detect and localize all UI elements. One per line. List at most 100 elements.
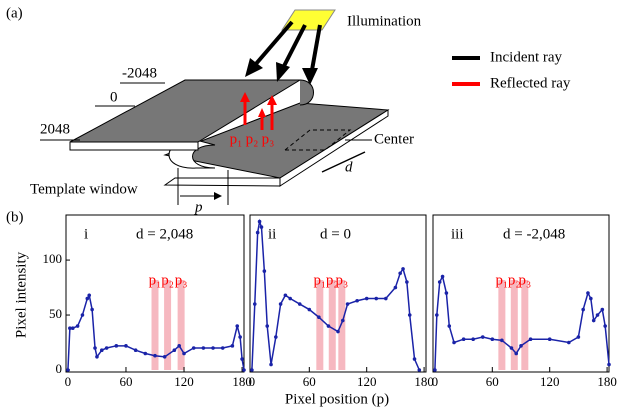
data-point [529, 337, 533, 341]
band [316, 280, 323, 370]
panel-index: ii [268, 226, 276, 242]
data-point [452, 341, 456, 345]
window-label: Template window [30, 181, 138, 197]
data-point [408, 313, 412, 317]
data-point [265, 324, 269, 328]
curl [300, 80, 314, 105]
data-point [279, 302, 283, 306]
data-point [510, 346, 514, 350]
data-point [81, 313, 85, 317]
data-point [235, 324, 239, 328]
data-point [603, 324, 607, 328]
illumination-label: Illumination [347, 13, 422, 29]
data-point [592, 319, 596, 323]
data-point [514, 352, 518, 356]
panel-title: d = 0 [320, 226, 351, 242]
p-arrowhead [214, 192, 222, 200]
data-point [445, 291, 449, 295]
data-point [327, 324, 331, 328]
data-point [144, 352, 148, 356]
data-point [567, 341, 571, 345]
data-point [491, 337, 495, 341]
x-tick-label: 60 [486, 374, 499, 389]
panel-title: d = -2,048 [503, 226, 565, 242]
data-point [596, 313, 600, 317]
point-label: p₁ [230, 131, 243, 147]
x-tick-label: 120 [174, 374, 194, 389]
top-edge [70, 142, 198, 150]
x-tick-label: 120 [357, 374, 377, 389]
data-point [250, 368, 254, 372]
data-point [100, 348, 104, 352]
band [498, 280, 505, 370]
data-point [435, 313, 439, 317]
data-point [317, 315, 321, 319]
data-point [85, 297, 89, 301]
scale-label: 0 [110, 89, 118, 105]
x-tick-label: 120 [540, 374, 560, 389]
band-label: p₁ [149, 272, 162, 288]
y-tick-label: 100 [43, 251, 63, 266]
band-label: p₂ [161, 272, 174, 288]
data-point [581, 308, 585, 312]
data-point [405, 280, 409, 284]
data-point [263, 269, 267, 273]
data-point [418, 368, 422, 372]
data-point [519, 344, 523, 348]
band-label: p₁ [313, 272, 326, 288]
data-point [124, 344, 128, 348]
data-point [284, 293, 288, 297]
panel-title: d = 2,048 [136, 226, 193, 242]
data-point [260, 225, 264, 229]
scale-label: 2048 [40, 121, 70, 137]
data-point [202, 346, 206, 350]
band-label: p₃ [518, 272, 531, 288]
data-point [221, 346, 225, 350]
panel-label: (a) [6, 5, 23, 21]
data-point [548, 337, 552, 341]
data-point [192, 346, 196, 350]
data-point [288, 297, 292, 301]
band-label: p₃ [335, 272, 348, 288]
x-tick-label: 0 [65, 374, 72, 389]
data-point [398, 271, 402, 275]
data-point [173, 348, 177, 352]
data-point [384, 297, 388, 301]
data-point [95, 355, 99, 359]
data-point [586, 291, 590, 295]
data-point [374, 297, 378, 301]
data-point [308, 308, 312, 312]
x-tick-label: 0 [249, 374, 256, 389]
data-point [242, 368, 246, 372]
bottom-front [165, 178, 280, 186]
data-point [500, 339, 504, 343]
data-point [589, 297, 593, 301]
data-point [240, 357, 244, 361]
data-point [274, 335, 278, 339]
data-point [336, 330, 340, 334]
data-point [177, 344, 181, 348]
data-point [211, 346, 215, 350]
data-point [163, 355, 167, 359]
x-tick-label: 180 [597, 374, 617, 389]
band [511, 280, 518, 370]
data-point [258, 220, 262, 224]
data-point [607, 363, 611, 367]
data-point [153, 354, 157, 358]
data-point [269, 363, 273, 367]
p-label: p [194, 199, 203, 215]
data-point [438, 280, 442, 284]
band-label: p₃ [175, 272, 188, 288]
figure: (a)(b)Pixel position (p)Pixel intensityI… [0, 0, 617, 413]
data-point [238, 335, 242, 339]
panel-index: i [84, 226, 88, 242]
point-label: p₂ [246, 131, 259, 147]
legend-label: Reflected ray [490, 75, 571, 91]
data-point [76, 324, 80, 328]
band [521, 280, 528, 370]
x-tick-label: 60 [119, 374, 132, 389]
data-point [341, 319, 345, 323]
legend-label: Incident ray [490, 49, 563, 65]
data-point [413, 357, 417, 361]
data-point [231, 344, 235, 348]
